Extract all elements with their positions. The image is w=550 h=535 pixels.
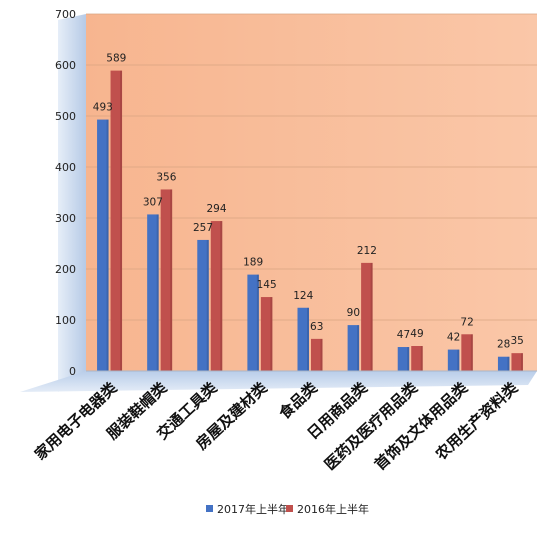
bar-series2 bbox=[411, 346, 423, 371]
bar-shade bbox=[156, 214, 159, 371]
legend-swatch bbox=[286, 505, 293, 512]
legend-swatch bbox=[206, 505, 213, 512]
data-label: 145 bbox=[257, 279, 277, 291]
bar-shade bbox=[306, 307, 309, 371]
bar-shade bbox=[420, 346, 423, 371]
bar-shade bbox=[256, 274, 259, 371]
bar-shade bbox=[370, 262, 373, 371]
data-label: 356 bbox=[156, 171, 176, 183]
bar-shade bbox=[407, 347, 410, 371]
y-tick-label: 100 bbox=[55, 314, 76, 327]
data-label: 63 bbox=[310, 321, 323, 333]
bar-series2 bbox=[210, 221, 223, 371]
bar-series2 bbox=[110, 70, 123, 372]
data-label: 28 bbox=[497, 339, 510, 351]
data-label: 47 bbox=[397, 329, 410, 341]
chart-left-wall bbox=[58, 14, 86, 392]
bar-series1 bbox=[97, 119, 109, 371]
bar-series2 bbox=[310, 338, 323, 371]
category-label: 首饰及文体用品类 bbox=[371, 378, 472, 474]
bar-series2 bbox=[361, 262, 373, 371]
y-tick-label: 300 bbox=[55, 212, 76, 225]
data-label: 49 bbox=[410, 328, 423, 340]
y-tick-label: 400 bbox=[55, 161, 76, 174]
bar-shade bbox=[457, 349, 460, 371]
y-tick-label: 0 bbox=[69, 365, 76, 378]
bar-shade bbox=[106, 119, 109, 371]
data-label: 294 bbox=[207, 203, 227, 215]
data-label: 493 bbox=[93, 102, 113, 114]
data-label: 90 bbox=[347, 307, 360, 319]
bar-series1 bbox=[297, 307, 309, 371]
bar-shade bbox=[220, 221, 223, 371]
chart-floor bbox=[20, 371, 537, 392]
bar-series1 bbox=[197, 239, 209, 371]
data-label: 189 bbox=[243, 257, 263, 269]
bar-series1 bbox=[397, 347, 410, 371]
data-label: 212 bbox=[357, 245, 377, 257]
bar-series1 bbox=[447, 349, 460, 371]
y-tick-label: 700 bbox=[55, 8, 76, 21]
y-tick-label: 500 bbox=[55, 110, 76, 123]
bar-series2 bbox=[260, 297, 273, 371]
legend-entry: 2017年上半年 bbox=[217, 502, 289, 516]
data-label: 307 bbox=[143, 196, 163, 208]
legend-entry: 2016年上半年 bbox=[297, 502, 369, 516]
bar-shade bbox=[320, 338, 323, 371]
data-label: 589 bbox=[106, 53, 126, 65]
bar-shade bbox=[206, 239, 209, 371]
data-label: 35 bbox=[511, 335, 524, 347]
bar-series2 bbox=[461, 334, 473, 371]
bar-series1 bbox=[147, 214, 159, 371]
bar-shade bbox=[520, 353, 523, 371]
data-label: 42 bbox=[447, 332, 460, 344]
y-tick-label: 200 bbox=[55, 263, 76, 276]
bar-series2 bbox=[511, 353, 523, 371]
bar-series1 bbox=[497, 356, 510, 371]
bar-series2 bbox=[160, 189, 173, 371]
bar-series1 bbox=[347, 325, 360, 371]
data-label: 257 bbox=[193, 222, 213, 234]
bar-shade bbox=[357, 325, 360, 371]
data-label: 72 bbox=[460, 316, 473, 328]
bar-shade bbox=[507, 356, 510, 371]
bar-series1 bbox=[247, 274, 259, 371]
data-label: 124 bbox=[293, 290, 313, 302]
bar-shade bbox=[470, 334, 473, 371]
bar-shade bbox=[120, 70, 123, 372]
bar-shade bbox=[270, 297, 273, 371]
bar-shade bbox=[170, 189, 173, 371]
y-tick-label: 600 bbox=[55, 59, 76, 72]
